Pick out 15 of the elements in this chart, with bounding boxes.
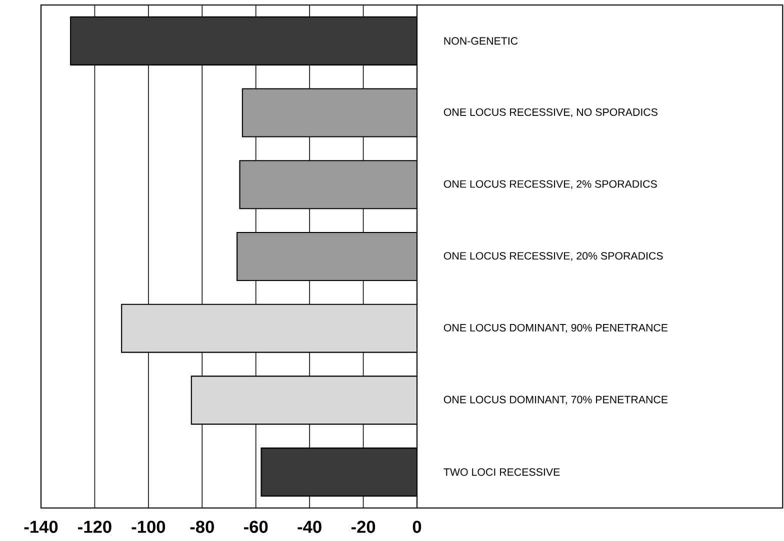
x-tick-label: -80 [190, 520, 214, 533]
y-tick-label: ONE LOCUS RECESSIVE, NO SPORADICS [444, 108, 658, 118]
x-tick-label: 0 [412, 520, 422, 533]
x-tick-label: -120 [78, 520, 112, 533]
y-tick-label: ONE LOCUS DOMINANT, 90% PENETRANCE [444, 324, 668, 333]
y-tick-label: ONE LOCUS DOMINANT, 70% PENETRANCE [444, 396, 668, 405]
y-tick-label: TWO LOCI RECESSIVE [444, 468, 560, 476]
x-tick-label: -140 [24, 520, 58, 533]
y-tick-label: NON-GENETIC [444, 37, 518, 45]
y-tick-label: ONE LOCUS RECESSIVE, 20% SPORADICS [444, 252, 663, 261]
x-tick-label: -60 [244, 520, 268, 533]
x-tick-label: -20 [351, 520, 376, 533]
y-tick-label: ONE LOCUS RECESSIVE, 2% SPORADICS [444, 180, 657, 190]
x-tick-label: -100 [132, 520, 166, 533]
x-tick-label: -40 [298, 520, 322, 533]
